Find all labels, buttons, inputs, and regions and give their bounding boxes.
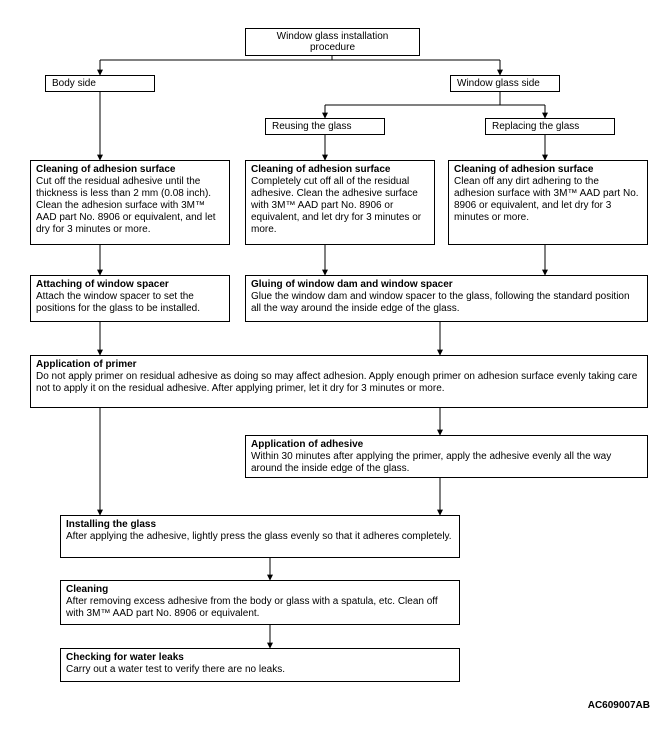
node-clean-replace-title: Cleaning of adhesion surface <box>454 164 642 176</box>
node-clean-body-body: Cut off the residual adhesive until the … <box>36 176 216 235</box>
node-clean-replace: Cleaning of adhesion surface Clean off a… <box>448 160 648 245</box>
flowchart-canvas: Window glass installation procedure Body… <box>0 0 664 735</box>
node-attach-spacer-body: Attach the window spacer to set the posi… <box>36 291 200 314</box>
node-adhesive-body: Within 30 minutes after applying the pri… <box>251 451 611 474</box>
node-body-side-text: Body side <box>52 78 96 89</box>
node-adhesive: Application of adhesive Within 30 minute… <box>245 435 648 478</box>
node-cleaning: Cleaning After removing excess adhesive … <box>60 580 460 625</box>
node-attach-spacer-title: Attaching of window spacer <box>36 279 224 291</box>
node-clean-body: Cleaning of adhesion surface Cut off the… <box>30 160 230 245</box>
node-install-body: After applying the adhesive, lightly pre… <box>66 531 452 542</box>
reference-code: AC609007AB <box>588 700 650 711</box>
node-install-title: Installing the glass <box>66 519 454 531</box>
node-root-text: Window glass installation procedure <box>277 31 389 53</box>
node-leaks-title: Checking for water leaks <box>66 652 454 664</box>
node-adhesive-title: Application of adhesive <box>251 439 642 451</box>
node-glass-side: Window glass side <box>450 75 560 92</box>
node-primer-body: Do not apply primer on residual adhesive… <box>36 371 637 394</box>
node-glue-dam: Gluing of window dam and window spacer G… <box>245 275 648 322</box>
node-clean-reuse-title: Cleaning of adhesion surface <box>251 164 429 176</box>
node-replacing-text: Replacing the glass <box>492 121 579 132</box>
node-glue-dam-body: Glue the window dam and window spacer to… <box>251 291 630 314</box>
node-clean-body-title: Cleaning of adhesion surface <box>36 164 224 176</box>
node-primer: Application of primer Do not apply prime… <box>30 355 648 408</box>
node-primer-title: Application of primer <box>36 359 642 371</box>
node-glass-side-text: Window glass side <box>457 78 540 89</box>
node-reusing-text: Reusing the glass <box>272 121 352 132</box>
node-clean-replace-body: Clean off any dirt adhering to the adhes… <box>454 176 639 223</box>
node-leaks: Checking for water leaks Carry out a wat… <box>60 648 460 682</box>
node-cleaning-body: After removing excess adhesive from the … <box>66 596 438 619</box>
node-install: Installing the glass After applying the … <box>60 515 460 558</box>
node-clean-reuse-body: Completely cut off all of the residual a… <box>251 176 421 235</box>
node-cleaning-title: Cleaning <box>66 584 454 596</box>
node-reusing: Reusing the glass <box>265 118 385 135</box>
node-attach-spacer: Attaching of window spacer Attach the wi… <box>30 275 230 322</box>
node-body-side: Body side <box>45 75 155 92</box>
node-clean-reuse: Cleaning of adhesion surface Completely … <box>245 160 435 245</box>
node-root: Window glass installation procedure <box>245 28 420 56</box>
node-glue-dam-title: Gluing of window dam and window spacer <box>251 279 642 291</box>
node-leaks-body: Carry out a water test to verify there a… <box>66 664 285 675</box>
node-replacing: Replacing the glass <box>485 118 615 135</box>
